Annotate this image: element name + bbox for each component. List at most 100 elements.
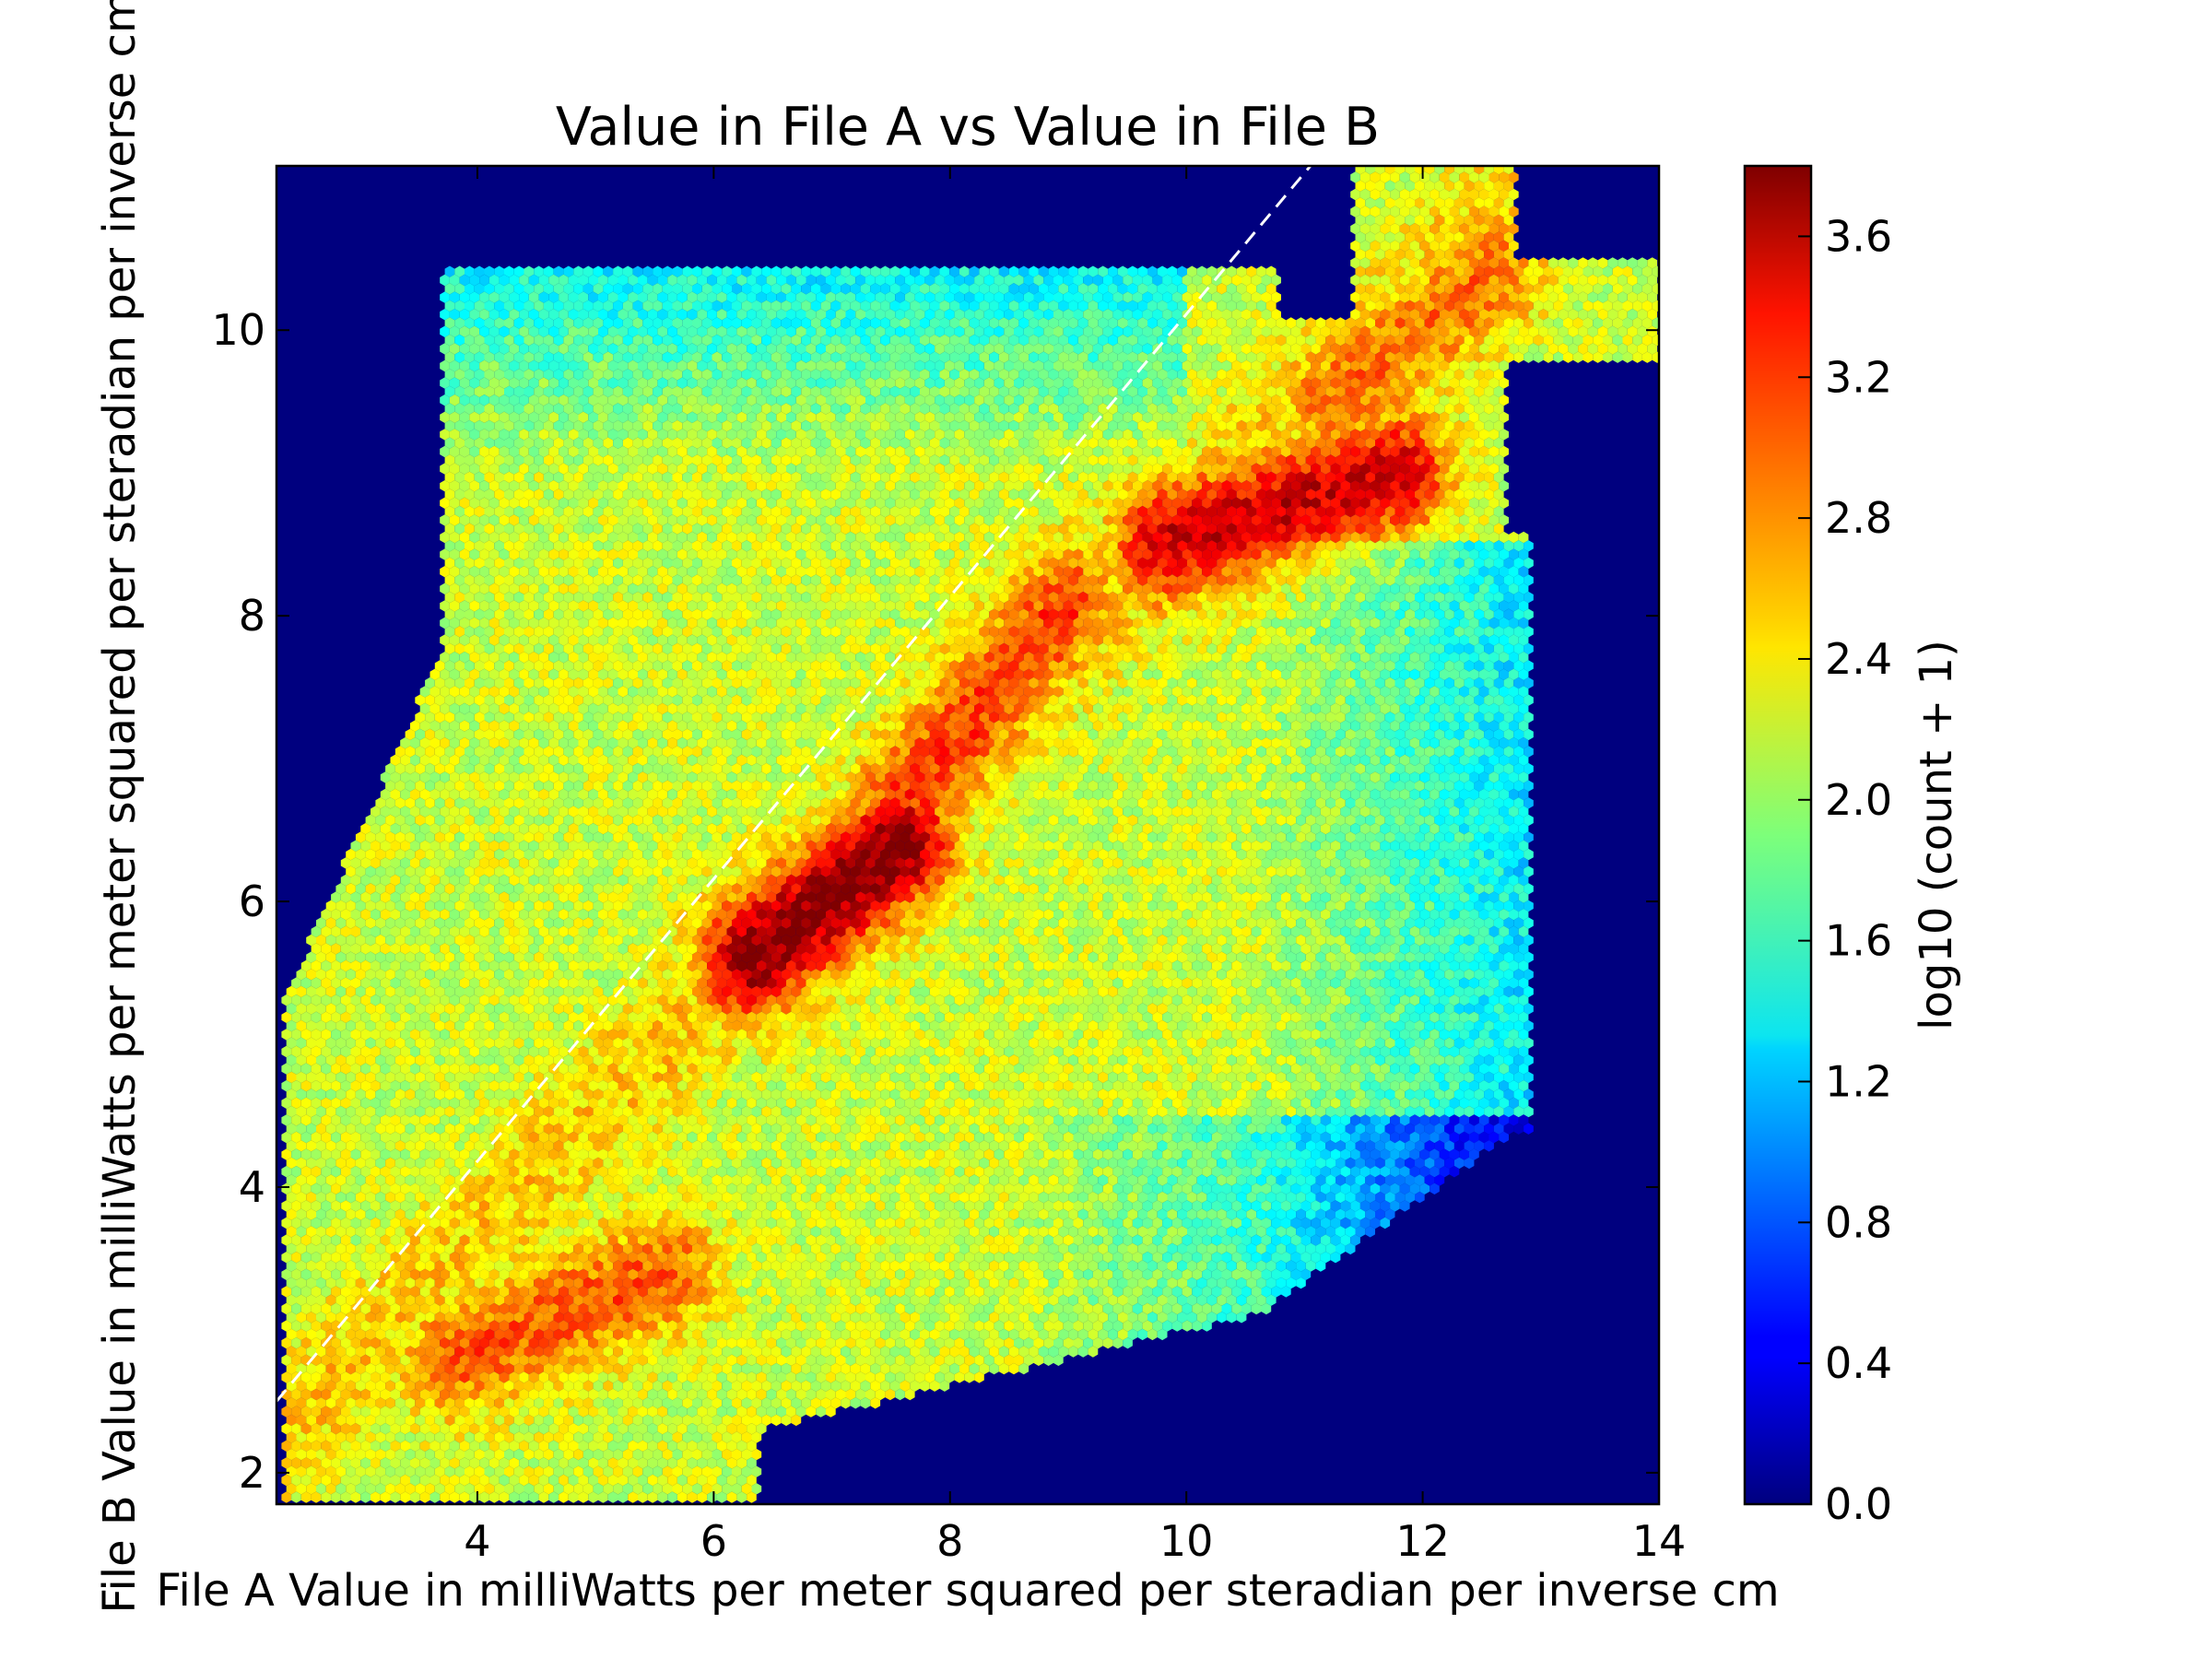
hexbin-cell — [1652, 300, 1659, 312]
hexbin-cell — [880, 300, 890, 312]
hexbin-cell — [1117, 300, 1128, 312]
hexbin-cell — [969, 283, 980, 295]
hexbin-cell — [865, 274, 876, 287]
hexbin-cell — [1029, 300, 1039, 312]
hexbin-cell — [1187, 283, 1197, 295]
hexbin-cell — [771, 265, 782, 277]
hexbin-cell — [1478, 257, 1489, 269]
hexbin-cell — [1370, 188, 1381, 201]
hexbin-cell — [1647, 274, 1658, 287]
hexbin-cell — [1053, 291, 1064, 303]
hexbin-cell — [1607, 291, 1618, 303]
hexbin-cell — [1359, 240, 1371, 252]
hexbin-cell — [488, 291, 500, 303]
hexbin-cell — [1271, 291, 1281, 303]
hexbin-cell — [880, 283, 890, 295]
hexbin-cell — [484, 300, 495, 312]
hexbin-cell — [528, 291, 539, 303]
hexbin-cell — [582, 283, 594, 295]
hexbin-cell — [1098, 283, 1109, 295]
hexbin-cell — [1405, 248, 1415, 261]
hexbin-cell — [1217, 283, 1227, 295]
hexbin-cell — [979, 265, 990, 277]
hexbin-cell — [766, 291, 777, 303]
hexbin-cell — [1068, 265, 1078, 277]
hexbin-cell — [1444, 231, 1454, 243]
hexbin-cell — [1350, 274, 1360, 287]
hexbin-cell — [1177, 300, 1187, 312]
hexbin-cell — [1652, 283, 1659, 295]
hexbin-cell — [519, 291, 529, 303]
hexbin-cell — [1488, 274, 1500, 287]
hexbin-cell — [929, 265, 940, 277]
hexbin-cell — [687, 291, 698, 303]
hexbin-cell — [969, 300, 980, 312]
hexbin-cell — [1439, 257, 1450, 269]
hexbin-cell — [1370, 223, 1381, 235]
hexbin-cell — [1444, 283, 1454, 295]
hexbin-cell — [1632, 300, 1642, 312]
hexbin-cell — [538, 291, 549, 303]
hexbin-cell — [751, 300, 762, 312]
hexbin-cell — [830, 283, 841, 295]
hexbin-cell — [707, 274, 717, 287]
hexbin-cell — [1464, 180, 1475, 192]
hexbin-cell — [513, 265, 524, 277]
hexbin-cell — [845, 291, 856, 303]
hexbin-cell — [494, 300, 504, 312]
hexbin-cell — [716, 274, 727, 287]
hexbin-cell — [1123, 291, 1133, 303]
hexbin-cell — [979, 300, 990, 312]
hexbin-cell — [1493, 166, 1504, 175]
hexbin-cell — [1459, 206, 1469, 218]
hexbin-cell — [1459, 223, 1469, 235]
hexbin-cell — [1424, 197, 1435, 209]
hexbin-cell — [1533, 300, 1544, 312]
hexbin-cell — [1578, 257, 1588, 269]
hexbin-cell — [1053, 274, 1064, 287]
hexbin-cell — [1365, 248, 1375, 261]
hexbin-cell — [1509, 223, 1519, 235]
hexbin-cell — [1641, 283, 1653, 295]
hexbin-cell — [1513, 283, 1524, 295]
hexbin-cell — [1375, 197, 1385, 209]
hexbin-cell — [726, 309, 737, 321]
hexbin-cell — [1434, 166, 1445, 175]
hexbin-cell — [1399, 274, 1410, 287]
hexbin-cell — [1484, 214, 1494, 227]
hexbin-cell — [1251, 291, 1262, 303]
hexbin-cell — [712, 265, 723, 277]
hexbin-cell — [900, 265, 911, 277]
hexbin-cell — [1509, 257, 1519, 269]
hexbin-cell — [607, 274, 618, 287]
hexbin-cell — [1058, 283, 1069, 295]
hexbin-cell — [538, 309, 549, 321]
hexbin-cell — [454, 300, 465, 312]
hexbin-cell — [781, 265, 792, 277]
hexbin-cell — [593, 283, 604, 295]
hexbin-cell — [830, 265, 841, 277]
hexbin-cell — [1127, 300, 1138, 312]
hexbin-cell — [983, 291, 994, 303]
hexbin-cell — [776, 291, 786, 303]
hexbin-cell — [1350, 240, 1360, 252]
hexbin-cell — [1474, 283, 1485, 295]
hexbin-cell — [1375, 283, 1385, 295]
hexbin-cell — [1524, 300, 1534, 312]
hexbin-cell — [1474, 197, 1485, 209]
hexbin-cell — [1068, 300, 1078, 312]
hexbin-cell — [1083, 291, 1093, 303]
hexbin-cell — [885, 274, 896, 287]
hexbin-cell — [1350, 291, 1360, 303]
hexbin-cell — [1593, 283, 1603, 295]
hexbin-cell — [440, 309, 450, 321]
hexbin-cell — [1023, 274, 1034, 287]
hexbin-cell — [672, 300, 683, 312]
hexbin-cell — [1622, 300, 1633, 312]
hexbin-cell — [1524, 265, 1534, 277]
hexbin-cell — [1509, 240, 1519, 252]
hexbin-cell — [677, 274, 688, 287]
hexbin-cell — [1117, 265, 1128, 277]
hexbin-cell — [830, 300, 841, 312]
hexbin-cell — [1459, 257, 1469, 269]
